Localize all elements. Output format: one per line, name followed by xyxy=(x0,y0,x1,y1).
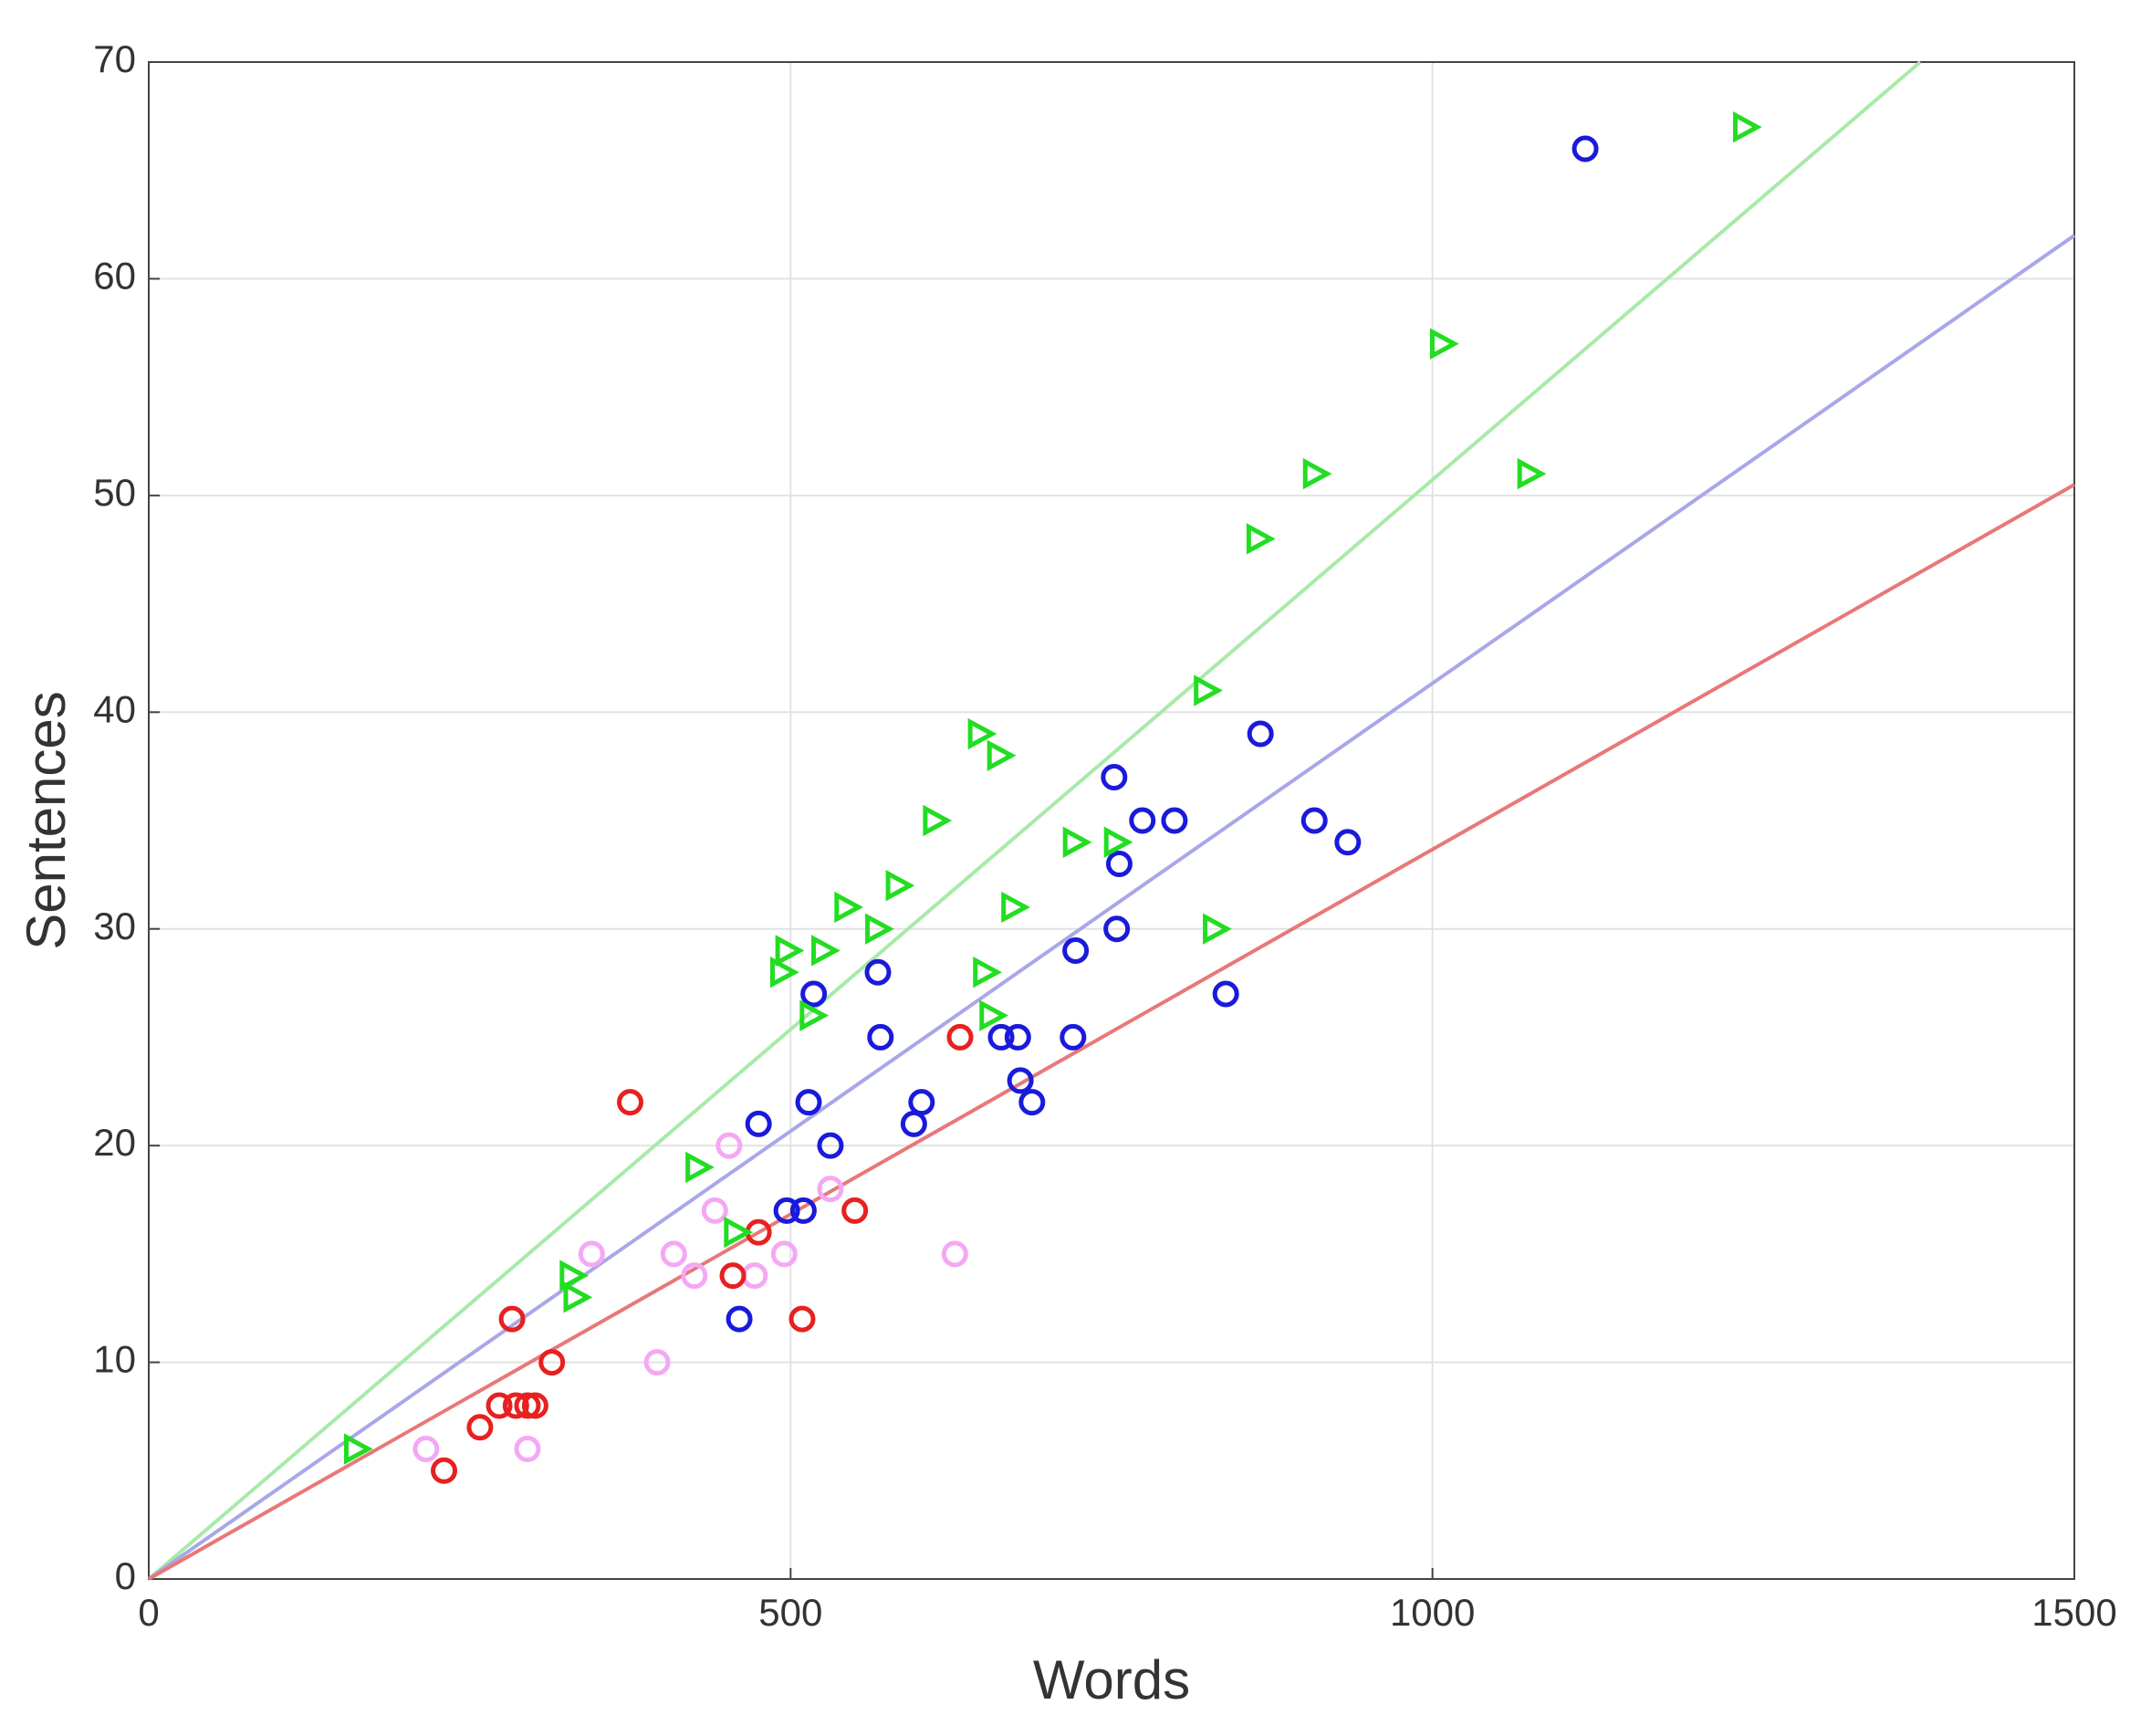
circle-marker xyxy=(1161,807,1188,834)
triangle-marker xyxy=(885,870,915,902)
circle-marker xyxy=(1105,850,1133,877)
circle-marker xyxy=(643,1349,671,1376)
triangle-marker xyxy=(923,804,953,837)
triangle-marker xyxy=(987,739,1017,771)
circle-marker xyxy=(502,1392,529,1419)
circle-marker xyxy=(681,1262,708,1290)
y-tick-label: 0 xyxy=(115,1554,136,1597)
circle-marker xyxy=(498,1305,526,1333)
triangle-marker xyxy=(775,935,805,967)
circle-marker xyxy=(987,1023,1015,1051)
y-tick-label: 10 xyxy=(93,1338,136,1381)
circle-marker xyxy=(578,1240,605,1268)
circle-marker xyxy=(1300,807,1328,834)
triangle-marker xyxy=(979,999,1009,1031)
circle-marker xyxy=(946,1023,974,1051)
circle-marker xyxy=(617,1089,643,1116)
triangle-marker xyxy=(559,1260,590,1292)
circle-marker xyxy=(701,1197,728,1224)
circle-marker xyxy=(1103,915,1131,943)
circle-marker xyxy=(521,1392,548,1419)
circle-marker xyxy=(1247,720,1274,748)
y-tick-label: 70 xyxy=(93,37,136,80)
x-axis-label: Words xyxy=(1033,1649,1190,1710)
y-tick-label: 40 xyxy=(93,687,136,730)
x-tick-label: 1000 xyxy=(1390,1591,1475,1634)
triangle-marker xyxy=(799,999,830,1031)
fit-line xyxy=(147,234,2076,1581)
x-tick-label: 500 xyxy=(758,1591,822,1634)
y-tick-label: 50 xyxy=(93,471,136,514)
circle-marker xyxy=(800,980,828,1008)
triangle-marker xyxy=(724,1216,754,1249)
y-axis-label: Sentences xyxy=(16,691,77,950)
triangle-marker xyxy=(685,1151,715,1184)
triangle-marker xyxy=(769,957,799,988)
circle-marker xyxy=(1004,1023,1031,1051)
circle-marker xyxy=(841,1197,869,1224)
y-tick-label: 60 xyxy=(93,255,136,298)
circle-marker xyxy=(867,1023,894,1051)
triangle-marker xyxy=(1194,675,1223,706)
circle-marker xyxy=(795,1089,822,1116)
x-tick-label: 1500 xyxy=(2031,1591,2116,1634)
circle-marker xyxy=(719,1262,747,1290)
triangle-marker xyxy=(1430,328,1459,360)
triangle-marker xyxy=(865,913,894,945)
circle-marker xyxy=(1212,980,1239,1008)
circle-marker xyxy=(514,1392,541,1419)
triangle-marker xyxy=(1001,891,1030,924)
triangle-marker xyxy=(563,1281,593,1313)
circle-marker xyxy=(1007,1067,1034,1094)
circle-marker xyxy=(660,1240,687,1268)
triangle-marker xyxy=(967,717,997,750)
circle-marker xyxy=(908,1089,935,1116)
triangle-marker xyxy=(1103,826,1133,858)
circle-marker xyxy=(1129,807,1156,834)
triangle-marker xyxy=(1732,111,1762,143)
triangle-marker xyxy=(1246,523,1276,555)
triangle-marker xyxy=(1062,826,1092,858)
circle-marker xyxy=(773,1197,800,1224)
circle-marker xyxy=(1060,1023,1087,1051)
circle-marker xyxy=(788,1305,816,1333)
circle-marker xyxy=(1571,135,1599,162)
triangle-marker xyxy=(1203,913,1232,945)
circle-marker xyxy=(1101,764,1128,791)
circle-marker xyxy=(486,1392,513,1419)
circle-marker xyxy=(514,1436,541,1463)
circle-marker xyxy=(715,1132,743,1159)
circle-marker xyxy=(431,1457,458,1484)
circle-marker xyxy=(770,1240,798,1268)
circle-marker xyxy=(817,1176,844,1203)
triangle-marker xyxy=(973,957,1002,988)
circle-marker xyxy=(1018,1089,1046,1116)
plot-frame xyxy=(148,61,2075,1580)
fit-line xyxy=(147,60,1922,1581)
triangle-marker xyxy=(343,1433,373,1465)
circle-marker xyxy=(745,1110,772,1137)
circle-marker xyxy=(817,1132,844,1159)
fit-line xyxy=(148,483,2075,1581)
triangle-marker xyxy=(811,935,841,967)
circle-marker xyxy=(412,1436,440,1463)
circle-marker xyxy=(466,1414,494,1441)
y-tick-label: 30 xyxy=(93,905,136,947)
circle-marker xyxy=(1062,936,1090,964)
triangle-marker xyxy=(834,891,864,924)
circle-marker xyxy=(726,1305,753,1333)
x-tick-label: 0 xyxy=(138,1591,159,1634)
triangle-marker xyxy=(1302,457,1332,490)
triangle-marker xyxy=(1517,457,1547,490)
circle-marker xyxy=(1334,829,1362,856)
circle-marker xyxy=(538,1349,566,1376)
y-tick-label: 20 xyxy=(93,1121,136,1164)
circle-marker xyxy=(789,1197,817,1224)
circle-marker xyxy=(941,1240,968,1268)
circle-marker xyxy=(864,958,892,986)
